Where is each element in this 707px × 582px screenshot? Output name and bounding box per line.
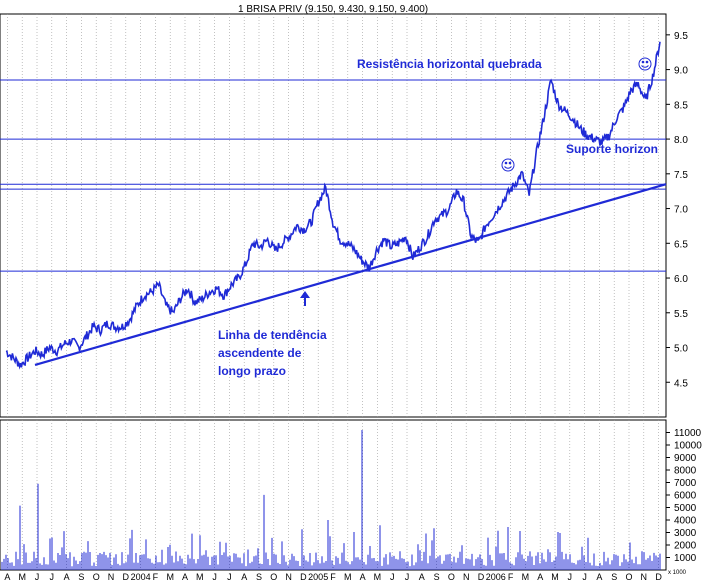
volume-tick-label: 2000 [674, 541, 697, 552]
month-label: A [360, 572, 366, 582]
month-label: M [18, 572, 26, 582]
month-label: J [50, 572, 55, 582]
month-label: M [166, 572, 174, 582]
month-label: A [241, 572, 247, 582]
annotation-trend-line-2: ascendente de [218, 346, 302, 360]
volume-tick-label: 10000 [674, 441, 702, 452]
month-label: D [123, 572, 130, 582]
annotation-trend-line-3: longo prazo [218, 364, 286, 378]
volume-tick-label: 4000 [674, 516, 697, 527]
smiley-icon [501, 158, 515, 172]
month-label: J [405, 572, 410, 582]
horizontal-levels [0, 79, 666, 272]
price-tick-label: 7.0 [674, 205, 688, 216]
price-tick-label: 7.5 [674, 170, 688, 181]
month-label: J [212, 572, 217, 582]
price-tick-label: 4.5 [674, 378, 688, 389]
month-label: O [625, 572, 632, 582]
price-tick-label: 8.0 [674, 135, 688, 146]
volume-tick-label: 5000 [674, 503, 697, 514]
month-label: O [93, 572, 100, 582]
annotation-support: Suporte horizon [566, 142, 658, 156]
month-label: N [285, 572, 292, 582]
price-tick-label: 9.0 [674, 66, 688, 77]
month-label: S [434, 572, 440, 582]
volume-tick-label: 7000 [674, 478, 697, 489]
annotation-trend-line-1: Linha de tendência [218, 328, 327, 342]
month-label: J [582, 572, 587, 582]
month-label: N [463, 572, 470, 582]
volume-bars [1, 430, 661, 570]
month-label: N [108, 572, 115, 582]
month-label: M [374, 572, 382, 582]
month-label: M [522, 572, 530, 582]
annotation-resistance: Resistência horizontal quebrada [357, 57, 542, 71]
volume-tick-label: 11000 [674, 428, 702, 439]
volume-tick-label: 8000 [674, 466, 697, 477]
year-label: 2004 [131, 572, 151, 582]
month-label: D [300, 572, 307, 582]
month-label: A [419, 572, 425, 582]
price-tick-label: 9.5 [674, 31, 688, 42]
month-label: M [551, 572, 559, 582]
month-label: F [153, 572, 159, 582]
month-label: D [655, 572, 662, 582]
year-label: 2006 [486, 572, 506, 582]
month-label: A [4, 572, 10, 582]
month-label: A [596, 572, 602, 582]
volume-unit-label: x 1000 [668, 570, 687, 576]
month-label: O [448, 572, 455, 582]
price-tick-label: 6.5 [674, 239, 688, 250]
month-label: O [270, 572, 277, 582]
month-label: D [478, 572, 485, 582]
month-label: S [611, 572, 617, 582]
month-label: F [508, 572, 514, 582]
month-label: M [196, 572, 204, 582]
trendline [34, 183, 667, 366]
smiley-icon [638, 57, 652, 71]
month-label: J [568, 572, 573, 582]
chart-title: 1 BRISA PRIV (9.150, 9.430, 9.150, 9.400… [238, 4, 428, 15]
price-series-line [5, 41, 661, 370]
volume-tick-label: 9000 [674, 453, 697, 464]
month-label: A [64, 572, 70, 582]
volume-tick-label: 6000 [674, 491, 697, 502]
price-axis: 4.5 5.0 5.5 6.0 6.5 7.0 7.5 8.0 8.5 9.0 9.5 [666, 31, 688, 389]
month-label: F [330, 572, 336, 582]
month-label: M [344, 572, 352, 582]
month-label: N [641, 572, 648, 582]
grid [7, 14, 659, 570]
month-label: J [390, 572, 395, 582]
month-label: J [35, 572, 40, 582]
price-tick-label: 5.5 [674, 309, 688, 320]
year-label: 2005 [308, 572, 328, 582]
price-tick-label: 8.5 [674, 100, 688, 111]
month-label: A [537, 572, 543, 582]
volume-tick-label: 1000 [674, 553, 697, 564]
arrow-up-icon [300, 291, 310, 306]
month-label: J [227, 572, 232, 582]
volume-tick-label: 3000 [674, 528, 697, 539]
price-tick-label: 5.0 [674, 344, 688, 355]
time-axis: A M J J A S O N D 2004 F M A M J J A S O N D 2005 F M A M J J A S O N D 2… [4, 572, 662, 582]
month-label: S [256, 572, 262, 582]
month-label: A [182, 572, 188, 582]
price-tick-label: 6.0 [674, 274, 688, 285]
month-label: S [78, 572, 84, 582]
